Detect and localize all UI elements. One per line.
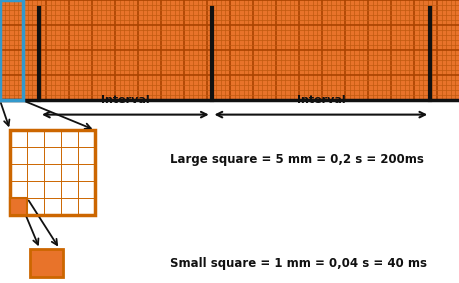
Text: Small square = 1 mm = 0,04 s = 40 ms: Small square = 1 mm = 0,04 s = 40 ms <box>170 257 426 270</box>
Bar <box>10 130 95 215</box>
Text: Interval: Interval <box>101 95 149 105</box>
Bar <box>10 198 27 215</box>
Bar <box>30 249 63 277</box>
Bar <box>0 0 23 100</box>
Bar <box>0 0 459 100</box>
Text: Interval: Interval <box>296 95 344 105</box>
Text: Large square = 5 mm = 0,2 s = 200ms: Large square = 5 mm = 0,2 s = 200ms <box>170 153 423 166</box>
